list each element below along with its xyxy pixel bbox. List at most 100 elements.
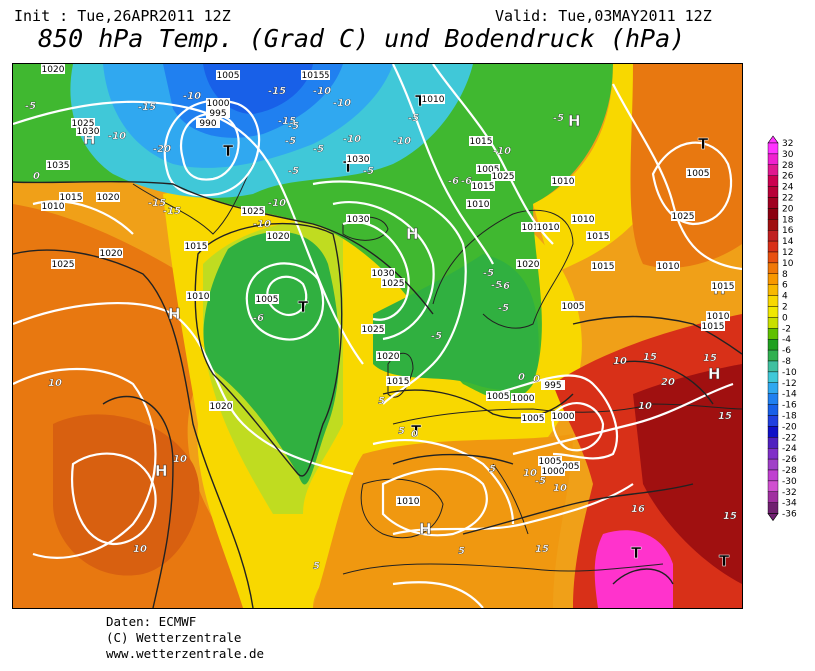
temperature-label: -10: [493, 146, 511, 157]
temperature-label: -10: [183, 91, 201, 102]
legend-level-label: 22: [782, 194, 793, 204]
legend-level-label: 2: [782, 303, 788, 313]
temperature-label: -5: [363, 166, 374, 177]
isobar: [71, 452, 157, 546]
legend-swatch: [767, 219, 779, 231]
isobar-label-bg: [209, 401, 233, 411]
low-pressure-center: T: [223, 142, 234, 160]
temperature-label: 0: [518, 372, 525, 383]
isobar-label-bg: [76, 126, 100, 136]
isobar-label-bg: [466, 199, 490, 209]
legend-swatch: [767, 448, 779, 460]
isobar-label-bg: [521, 222, 545, 232]
isobar-label: 1015: [185, 242, 208, 252]
isobar: [492, 374, 618, 460]
legend-level-label: -16: [782, 401, 797, 411]
temperature-label: -5: [408, 113, 419, 124]
weather-map: HHHHHHHHTTTTTTTT102010051015995990100010…: [12, 63, 743, 609]
high-pressure-center: H: [419, 520, 432, 538]
isobar-label: 995: [209, 109, 226, 119]
temperature-label: 0: [533, 374, 540, 385]
isobar: [266, 275, 308, 317]
legend-swatch: [767, 480, 779, 492]
temperature-label: 10: [523, 468, 537, 479]
isobar-label-bg: [41, 201, 65, 211]
temp-field-deep-orange: [53, 414, 200, 576]
map-title: 850 hPa Temp. (Grad C) und Bodendruck (h…: [38, 24, 686, 53]
isotherm: [194, 222, 343, 477]
temperature-label: -6: [499, 281, 510, 292]
legend-level-label: -34: [782, 499, 797, 509]
isotherm: [13, 249, 254, 608]
isobar-label: 1010: [657, 262, 680, 272]
isobar-label: 1010: [422, 95, 445, 105]
temperature-label: -10: [333, 98, 351, 109]
legend-swatch: [767, 371, 779, 383]
isobar-label-bg: [216, 70, 240, 80]
isobar-label-bg: [469, 136, 493, 146]
isobar-label: 1000: [512, 394, 535, 404]
isobar-label: 1015: [302, 71, 325, 81]
isobar-label: 1010: [537, 223, 560, 233]
isobar-label: 1005: [487, 392, 510, 402]
temperature-label: -10: [268, 198, 286, 209]
temperature-label: -5: [288, 121, 299, 132]
legend-swatch: [767, 306, 779, 318]
legend-level-label: -6: [782, 346, 791, 356]
isotherm: [13, 181, 434, 315]
isobar-label-bg: [671, 211, 695, 221]
temperature-label: -20: [153, 144, 171, 155]
legend-level-label: -10: [782, 368, 797, 378]
isobar-label: 1010: [467, 200, 490, 210]
isobar-label-bg: [541, 380, 565, 390]
isobar-label-bg: [51, 259, 75, 269]
isobar-label-bg: [206, 98, 230, 108]
isobar-label: 1010: [552, 177, 575, 187]
legend-swatch: [767, 142, 779, 155]
temperature-label: 5: [489, 464, 496, 475]
isobar-label-bg: [551, 176, 575, 186]
legend-swatch: [767, 208, 779, 220]
isobar-label: 1020: [517, 260, 540, 270]
legend-swatch: [767, 338, 779, 351]
isobar-label-bg: [346, 154, 370, 164]
low-pressure-center: T: [298, 298, 309, 316]
credits-copyright: (C) Wetterzentrale: [106, 630, 242, 645]
isobar-label: 1020: [377, 352, 400, 362]
legend-level-label: -36: [782, 510, 797, 520]
temperature-label: -15: [163, 206, 181, 217]
isobar-label: 1010: [187, 292, 210, 302]
legend-swatch: [767, 251, 779, 264]
isobar-label: 1000: [207, 99, 230, 109]
temperature-label: -5: [535, 476, 546, 487]
temperature-label: 16: [631, 504, 645, 515]
isotherm: [382, 389, 574, 419]
isobar-label: 1010: [397, 497, 420, 507]
isobar: [180, 113, 240, 181]
isobar-label-bg: [206, 108, 230, 118]
isobar-label: 1025: [72, 119, 95, 129]
temperature-label: -5: [431, 331, 442, 342]
temperature-label: -10: [393, 136, 411, 147]
isobar-label-bg: [571, 214, 595, 224]
isobar-label: 1020: [267, 232, 290, 242]
legend-level-label: 0: [782, 313, 788, 323]
temperature-label: 5: [378, 396, 385, 407]
temperature-label: 15: [718, 411, 732, 422]
temperature-label: 10: [613, 356, 627, 367]
legend-level-label: -8: [782, 357, 791, 367]
isobar-label: 1005: [539, 457, 562, 467]
isobar-label: 1025: [242, 207, 265, 217]
isobar-label: 1015: [702, 322, 725, 332]
low-pressure-center: T: [411, 422, 422, 440]
isobar-label-bg: [521, 413, 545, 423]
legend-swatch: [767, 393, 779, 405]
isobar-label-bg: [536, 222, 560, 232]
legend-level-label: 30: [782, 150, 794, 160]
isobar: [392, 581, 484, 608]
legend-swatch: [767, 469, 779, 482]
legend-swatch: [767, 175, 779, 187]
low-pressure-center: T: [698, 135, 709, 153]
isobar-label-bg: [266, 231, 290, 241]
isobar-label: 1030: [347, 155, 370, 165]
